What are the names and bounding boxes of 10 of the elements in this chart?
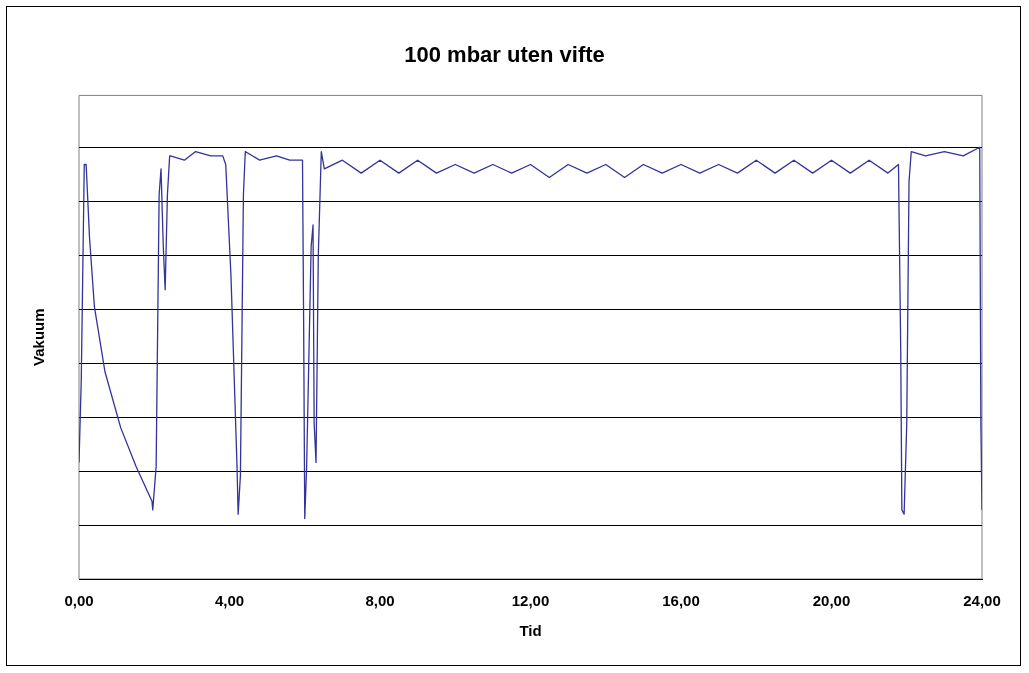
x-tick-label: 4,00 — [214, 592, 245, 610]
x-axis-title: Tid — [519, 622, 542, 640]
x-tick-label: 20,00 — [812, 592, 851, 610]
x-tick-label: 16,00 — [662, 592, 700, 610]
x-tick-label: 0,00 — [64, 592, 94, 610]
chart-title: 100 mbar uten vifte — [404, 42, 605, 68]
x-tick-label: 8,00 — [365, 592, 395, 610]
x-tick-label: 12,00 — [511, 592, 550, 610]
x-tick-label: 24,00 — [963, 592, 1001, 610]
y-axis-title: Vakuum — [30, 308, 48, 366]
